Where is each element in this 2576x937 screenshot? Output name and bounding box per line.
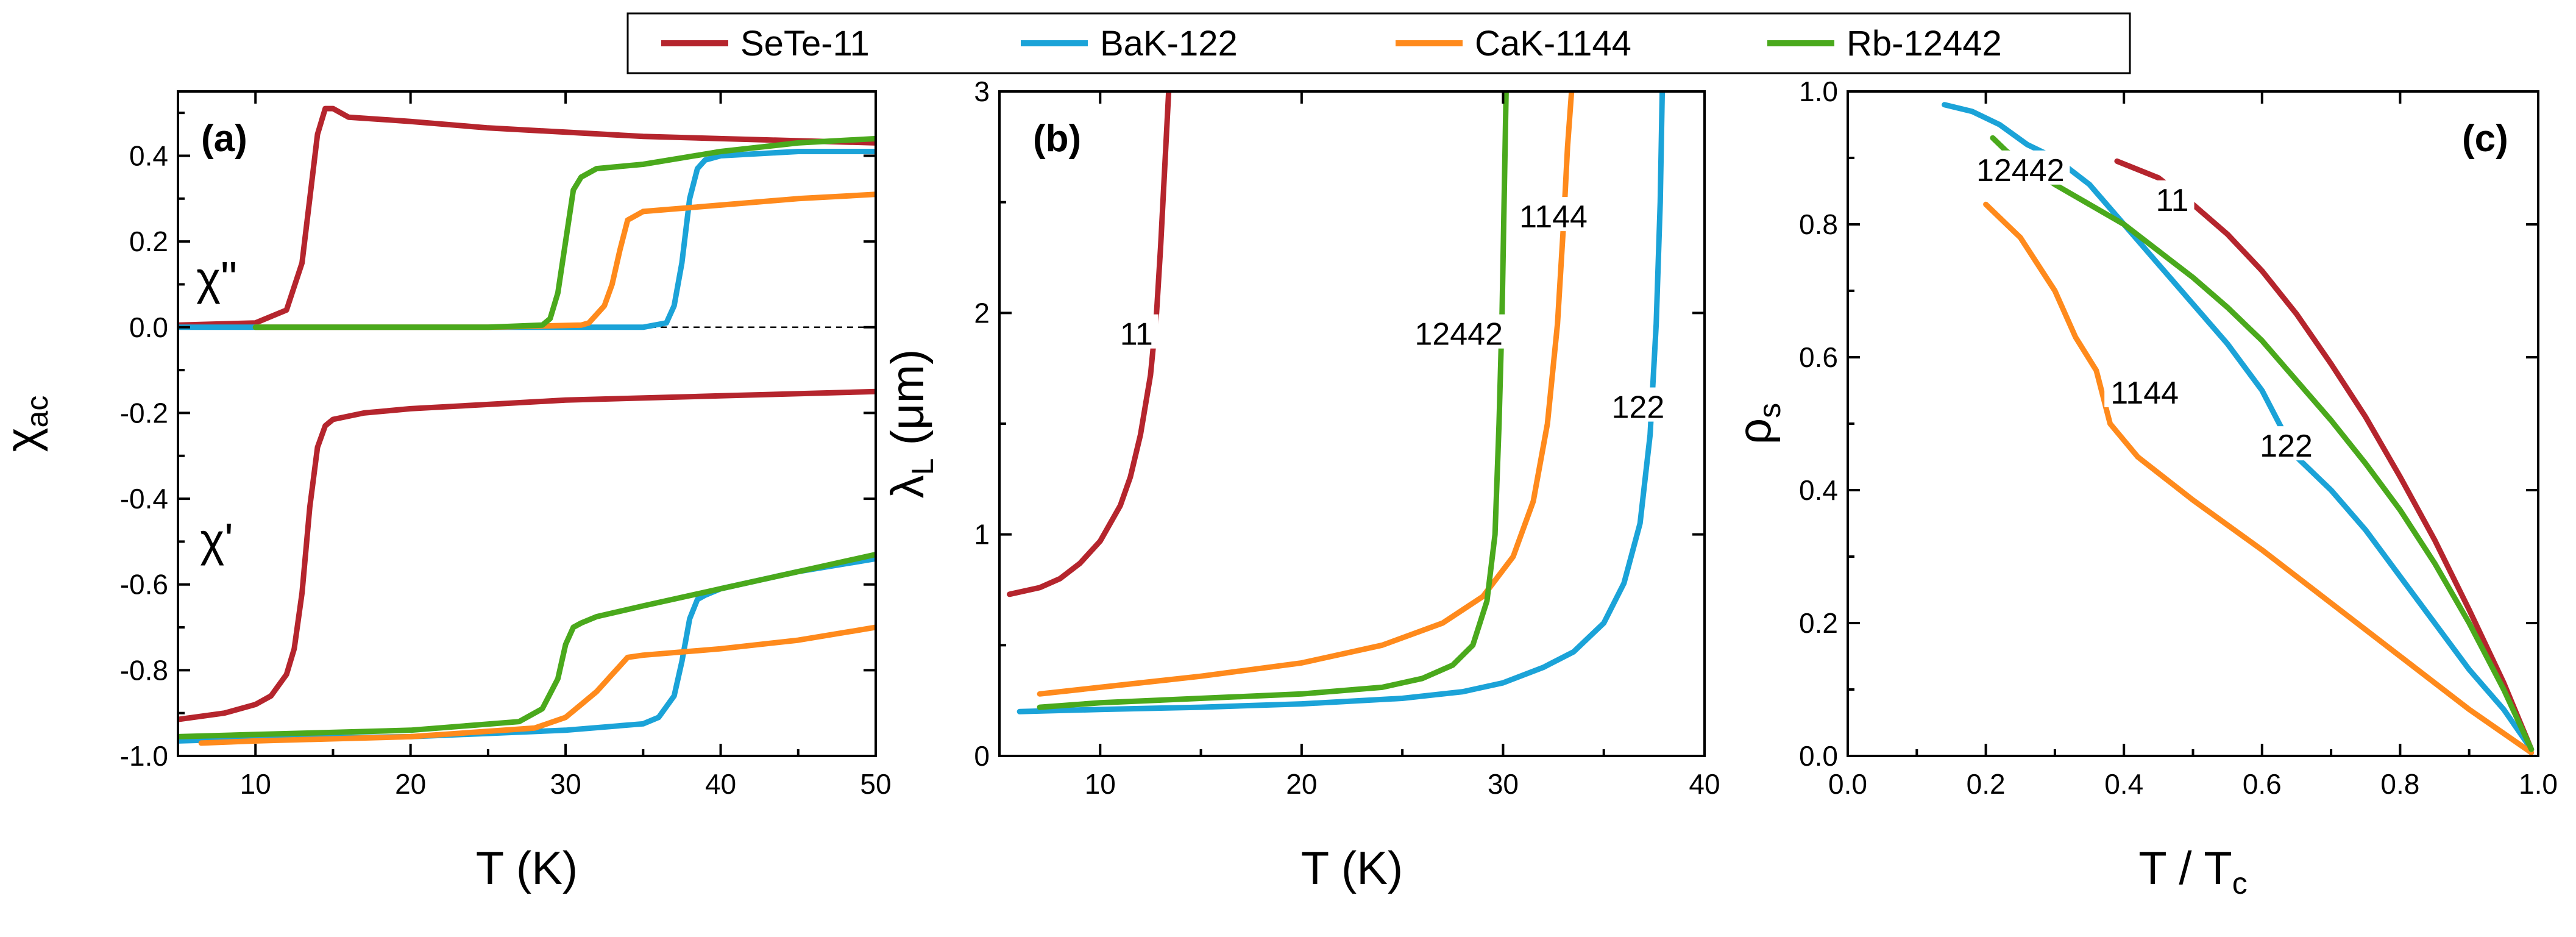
curves <box>178 105 876 746</box>
annotation-chi: χ' <box>200 514 233 566</box>
x-tick-label: 0.4 <box>2104 768 2143 800</box>
x-tick-label: 10 <box>1085 768 1116 800</box>
annotation-11: 11 <box>1120 317 1153 352</box>
legend-label-sete-11: SeTe-11 <box>740 24 870 63</box>
annotation-bg <box>1971 150 2070 185</box>
annotation-122: 122 <box>1612 390 1665 426</box>
y-tick-label: -0.4 <box>120 483 168 515</box>
y-tick-label: 1.0 <box>1799 76 1838 107</box>
x-tick-label: 1.0 <box>2519 768 2558 800</box>
legend-frame <box>626 12 2131 74</box>
series-cak-1144-real <box>198 624 876 746</box>
annotation-12442: 12442 <box>1976 153 2065 188</box>
annotation-1144: 1144 <box>2110 376 2179 411</box>
y-axis-label: χac <box>0 396 54 452</box>
x-tick-label: 30 <box>550 768 581 800</box>
y-tick-label: -1.0 <box>120 740 168 772</box>
annotation-bg <box>1606 387 1669 422</box>
y-tick-label: 0.4 <box>1799 474 1838 506</box>
annotation-bg <box>2150 180 2195 215</box>
legend-label-cak-1144: CaK-1144 <box>1475 24 1631 63</box>
panel-c: 12442 11 1144 122 0.0 0.2 0.4 0.6 0.8 1.0 0.0 0.2 0.… <box>1729 76 2558 900</box>
series-sete-11-real <box>178 388 876 722</box>
series-sete-11-imaginary <box>178 105 876 328</box>
series-bak-122-imaginary <box>178 149 876 330</box>
x-tick-label: 50 <box>860 768 891 800</box>
y-tick-label: 0 <box>974 740 990 772</box>
annotation-11: 11 <box>2156 183 2189 218</box>
panels: χ"χ'10 20 30 40 50-1.0-0.8-0.6-0.4-0.20.00.2… <box>0 76 2558 900</box>
y-tick-label: 2 <box>974 297 990 329</box>
series-rb-12442 <box>1990 135 2535 752</box>
annotation-122: 122 <box>2260 429 2313 464</box>
x-tick-label: 0.8 <box>2380 768 2419 800</box>
y-tick-label: 0.4 <box>129 140 168 171</box>
y-tick-label: 3 <box>974 76 990 107</box>
series-sete-11 <box>2114 158 2535 752</box>
plot-frame <box>177 90 877 757</box>
annotation-bg <box>2104 372 2185 407</box>
x-tick-label: 0.6 <box>2243 768 2282 800</box>
y-tick-label: 0.0 <box>129 312 168 343</box>
y-tick-label: 0.6 <box>1799 341 1838 373</box>
x-tick-label: 40 <box>705 768 736 800</box>
x-tick-label: 0.2 <box>1967 768 2006 800</box>
x-tick-label: 40 <box>1689 768 1720 800</box>
y-tick-label: 0.8 <box>1799 208 1838 240</box>
plot-frame <box>998 90 1706 757</box>
series-bak-122 <box>1017 91 1666 714</box>
y-tick-label: -0.6 <box>120 569 168 600</box>
series-bak-122 <box>1942 102 2535 752</box>
y-axis-label: λL (μm) <box>882 349 940 499</box>
x-tick-label: 20 <box>1286 768 1317 800</box>
series-cak-1144 <box>1983 201 2535 755</box>
x-tick-label: 0.0 <box>1828 768 1867 800</box>
x-axis-label: T (K) <box>1301 843 1403 894</box>
curves <box>1942 102 2535 755</box>
annotation-bg <box>1409 314 1508 349</box>
series-rb-12442-imaginary <box>252 135 876 330</box>
legend-label-bak-122: BaK-122 <box>1100 24 1238 63</box>
y-tick-label: 0.2 <box>1799 607 1838 639</box>
y-tick-label: 1 <box>974 519 990 550</box>
panel-label: (b) <box>1033 118 1081 160</box>
x-tick-label: 30 <box>1488 768 1519 800</box>
y-tick-label: 0.2 <box>129 226 168 257</box>
y-tick-label: 0.0 <box>1799 740 1838 772</box>
series-rb-12442 <box>1037 91 1509 710</box>
annotation-1144: 1144 <box>1519 199 1588 235</box>
annotation-chi: χ" <box>196 252 237 304</box>
series-cak-1144 <box>1037 91 1575 697</box>
x-axis-label: T / Tc <box>2138 843 2247 900</box>
y-axis-label: ρs <box>1729 403 1787 444</box>
series-cak-1144-imaginary <box>252 191 876 330</box>
series-bak-122-real <box>178 556 876 744</box>
curves <box>1007 91 1666 714</box>
y-tick-label: -0.8 <box>120 654 168 686</box>
y-tick-label: -0.2 <box>120 397 168 429</box>
panel-label: (c) <box>2462 118 2508 160</box>
annotation-bg <box>2255 426 2318 461</box>
annotation-12442: 12442 <box>1414 317 1503 352</box>
legend: SeTe-11 BaK-122 CaK-1144 Rb-12442 <box>626 12 2131 74</box>
annotation-bg <box>1114 314 1158 349</box>
series-sete-11 <box>1007 91 1172 597</box>
x-axis-label: T (K) <box>476 843 578 894</box>
panel-label: (a) <box>201 118 247 160</box>
x-tick-label: 10 <box>240 768 271 800</box>
legend-label-rb-12442: Rb-12442 <box>1847 24 2002 63</box>
series-rb-12442-real <box>178 552 876 739</box>
panel-a: χ" χ' 10 20 30 40 50 -1.0 -0.8 -0.6 -0.4 -0.2 0.0 0.2… <box>0 90 892 894</box>
panel-b: 11 12442 1144 122 10 20 30 40 0 1 2 3 T (K) λL (μm) (b… <box>882 76 1720 894</box>
annotation-bg <box>1513 197 1594 232</box>
x-tick-label: 20 <box>395 768 426 800</box>
